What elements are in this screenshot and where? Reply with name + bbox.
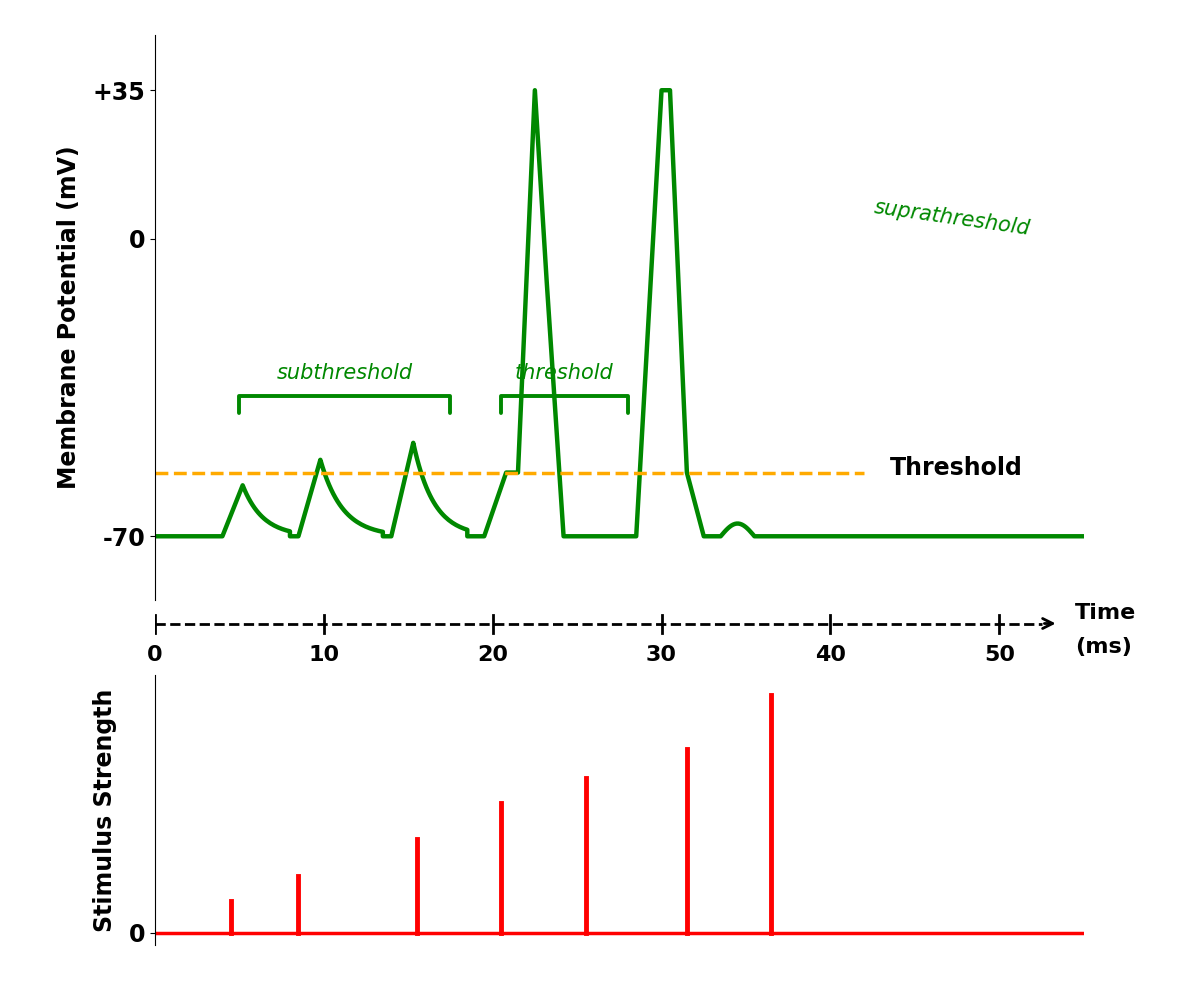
Text: 0: 0 [146,645,163,665]
Text: 30: 30 [646,645,676,665]
Y-axis label: Stimulus Strength: Stimulus Strength [94,688,118,932]
Text: 40: 40 [815,645,846,665]
Text: Threshold: Threshold [890,456,1022,480]
Text: subthreshold: subthreshold [276,363,413,383]
Text: 20: 20 [478,645,509,665]
Text: Time: Time [1075,603,1136,623]
Text: threshold: threshold [515,363,613,383]
Text: 50: 50 [984,645,1015,665]
Text: (ms): (ms) [1075,637,1133,657]
Text: suprathreshold: suprathreshold [873,197,1031,239]
Text: 10: 10 [308,645,339,665]
Y-axis label: Membrane Potential (mV): Membrane Potential (mV) [57,146,81,489]
